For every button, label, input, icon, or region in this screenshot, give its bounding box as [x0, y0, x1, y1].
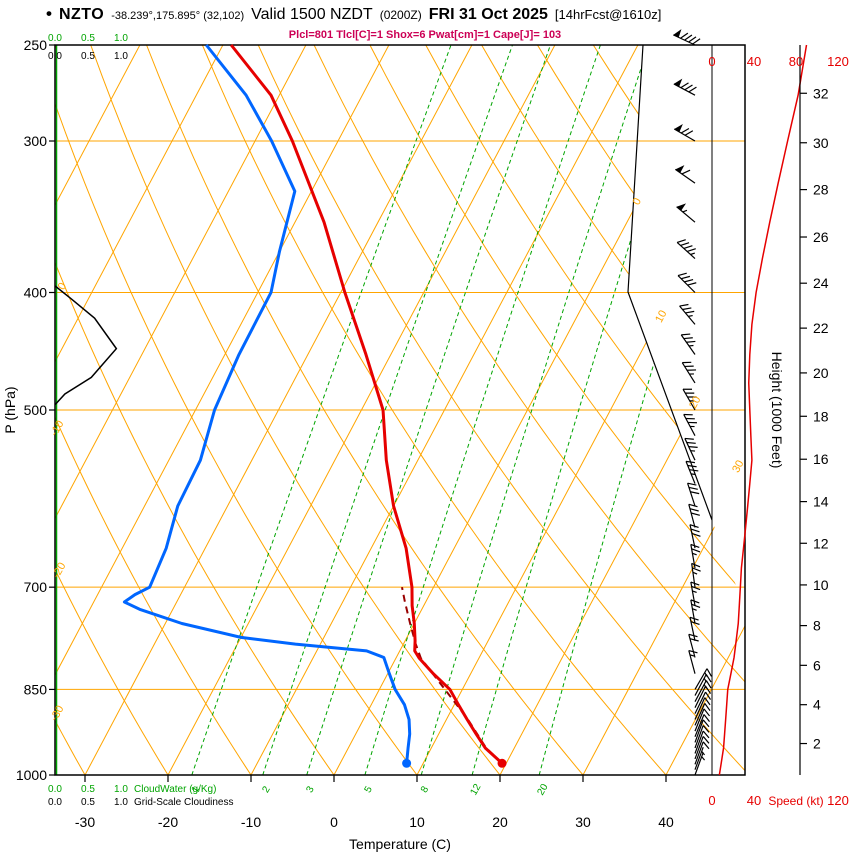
- svg-text:Temperature (C): Temperature (C): [349, 836, 451, 852]
- svg-text:700: 700: [24, 579, 48, 595]
- svg-text:1.0: 1.0: [114, 784, 128, 795]
- svg-text:-20: -20: [158, 814, 178, 830]
- svg-text:0.5: 0.5: [81, 33, 95, 44]
- svg-text:Speed (kt): Speed (kt): [768, 794, 823, 808]
- svg-text:12: 12: [813, 535, 829, 551]
- svg-text:-30: -30: [75, 814, 95, 830]
- svg-text:10: 10: [813, 577, 829, 593]
- svg-text:CloudWater (g/Kg): CloudWater (g/Kg): [134, 784, 216, 795]
- svg-text:120: 120: [827, 54, 849, 69]
- svg-text:2: 2: [813, 736, 821, 752]
- svg-text:32: 32: [813, 85, 829, 101]
- svg-text:0.0: 0.0: [48, 797, 62, 808]
- svg-text:1.0: 1.0: [114, 51, 128, 62]
- svg-text:20: 20: [813, 365, 829, 381]
- svg-text:0: 0: [708, 793, 715, 808]
- svg-text:0.0: 0.0: [48, 784, 62, 795]
- svg-text:300: 300: [24, 133, 48, 149]
- svg-text:-10: -10: [48, 419, 66, 439]
- svg-text:3: 3: [304, 784, 317, 795]
- svg-text:1.0: 1.0: [114, 33, 128, 44]
- svg-text:120: 120: [827, 793, 849, 808]
- svg-text:28: 28: [813, 182, 829, 198]
- svg-text:16: 16: [813, 451, 829, 467]
- svg-text:10: 10: [409, 814, 425, 830]
- station-coords: -38.239°,175.895° (32,102): [111, 10, 245, 22]
- svg-text:30: 30: [813, 135, 829, 151]
- svg-text:10: 10: [653, 308, 669, 324]
- svg-text:6: 6: [813, 657, 821, 673]
- svg-text:0: 0: [330, 814, 338, 830]
- svg-text:Height (1000 Feet): Height (1000 Feet): [769, 352, 785, 469]
- svg-text:1: 1: [190, 784, 203, 795]
- svg-text:4: 4: [813, 697, 821, 713]
- svg-text:20: 20: [535, 782, 550, 798]
- valid-time: Valid 1500 NZDT: [251, 6, 373, 23]
- sounding-indices: Plcl=801 Tlcl[C]=1 Shox=6 Pwat[cm]=1 Cap…: [288, 29, 562, 41]
- svg-text:20: 20: [492, 814, 508, 830]
- forecast-hour: [14hrFcst@1610z]: [554, 7, 662, 22]
- chart-title: • NZTO -38.239°,175.895° (32,102) Valid …: [46, 4, 661, 24]
- svg-text:14: 14: [813, 494, 829, 510]
- svg-text:-20: -20: [50, 561, 68, 581]
- svg-text:8: 8: [419, 784, 432, 795]
- svg-text:8: 8: [813, 618, 821, 634]
- svg-text:22: 22: [813, 320, 829, 336]
- svg-text:500: 500: [24, 402, 48, 418]
- svg-text:1.0: 1.0: [114, 797, 128, 808]
- svg-text:0.5: 0.5: [81, 797, 95, 808]
- svg-text:80: 80: [789, 54, 803, 69]
- svg-text:24: 24: [813, 275, 829, 291]
- svg-text:40: 40: [658, 814, 674, 830]
- svg-text:Grid-Scale Cloudiness: Grid-Scale Cloudiness: [134, 797, 234, 808]
- svg-text:0.0: 0.0: [48, 51, 62, 62]
- svg-text:0: 0: [631, 196, 644, 207]
- svg-text:5: 5: [363, 784, 376, 795]
- svg-text:12: 12: [468, 782, 483, 798]
- svg-text:40: 40: [747, 54, 761, 69]
- svg-text:18: 18: [813, 408, 829, 424]
- svg-text:20: 20: [687, 394, 703, 410]
- svg-text:-10: -10: [241, 814, 261, 830]
- svg-text:30: 30: [730, 458, 746, 474]
- svg-text:250: 250: [24, 37, 48, 53]
- svg-text:0: 0: [708, 54, 715, 69]
- valid-time-utc: (0200Z): [379, 8, 422, 22]
- svg-text:40: 40: [747, 793, 761, 808]
- svg-text:0.5: 0.5: [81, 784, 95, 795]
- station-name: NZTO: [58, 6, 105, 23]
- svg-text:0.0: 0.0: [48, 33, 62, 44]
- svg-text:850: 850: [24, 681, 48, 697]
- svg-text:0: 0: [56, 281, 69, 292]
- svg-text:-30: -30: [48, 704, 66, 724]
- svg-text:0.5: 0.5: [81, 51, 95, 62]
- svg-text:2: 2: [260, 784, 273, 795]
- svg-text:P (hPa): P (hPa): [2, 386, 18, 433]
- svg-text:1000: 1000: [16, 767, 47, 783]
- station-bullet-icon: •: [46, 4, 52, 23]
- svg-text:30: 30: [575, 814, 591, 830]
- valid-date: FRI 31 Oct 2025: [428, 6, 548, 23]
- svg-text:400: 400: [24, 284, 48, 300]
- svg-text:26: 26: [813, 229, 829, 245]
